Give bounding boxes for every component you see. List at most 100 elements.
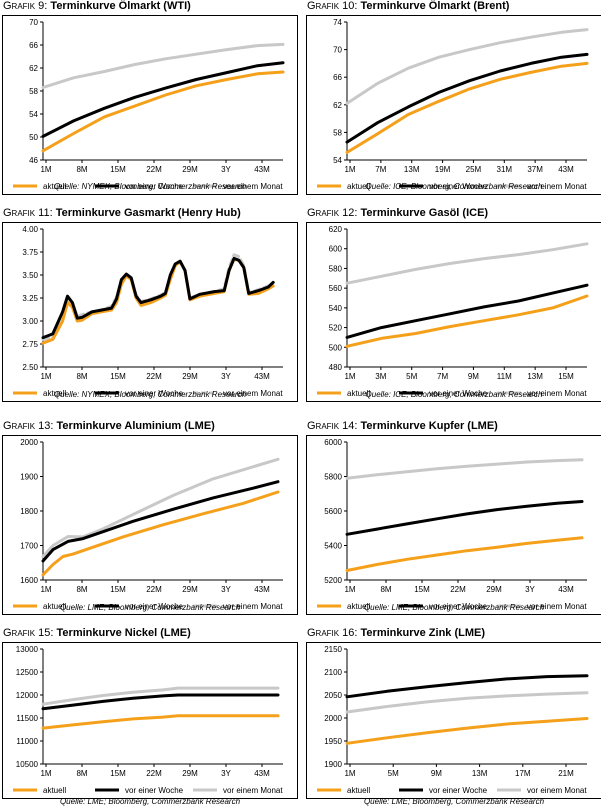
chart-svg: 54 58 62 66 70 74 1M 7M 13M 19M 25M 31M 37M 43M aktuel… bbox=[317, 18, 589, 191]
y-tick-label: 2150 bbox=[324, 645, 342, 654]
series-line-1 bbox=[41, 61, 285, 138]
x-tick-label: 15M bbox=[414, 585, 430, 594]
legend-label-2: vor einem Monat bbox=[223, 389, 283, 398]
series-line-2 bbox=[345, 691, 589, 714]
y-tick-label: 520 bbox=[329, 324, 343, 333]
y-tick-label: 66 bbox=[333, 73, 342, 82]
x-tick-label: 5M bbox=[388, 769, 399, 778]
x-tick-label: 3Y bbox=[221, 585, 231, 594]
series-line-0 bbox=[345, 61, 589, 154]
series-line-1 bbox=[41, 256, 275, 340]
x-tick-label: 22M bbox=[146, 165, 162, 174]
x-tick-label: 29M bbox=[182, 372, 198, 381]
x-tick-label: 15M bbox=[110, 769, 126, 778]
series-line-1 bbox=[345, 52, 589, 144]
chart-source: Quelle: LME; Bloomberg, Commerzbank Rese… bbox=[59, 797, 241, 806]
x-tick-label: 43M bbox=[558, 165, 574, 174]
x-tick-label: 3Y bbox=[221, 372, 231, 381]
series-line-0 bbox=[41, 714, 280, 730]
chart-title: Grafik 13: Terminkurve Aluminium (LME) bbox=[3, 420, 215, 432]
series-line-0 bbox=[41, 257, 275, 345]
chart-svg: 46 50 54 58 62 66 70 1M 8M 15M 22M 29M 3Y 43M aktuell v… bbox=[13, 18, 285, 191]
chart-svg: 1900 1950 2000 2050 2100 2150 1M 5M 9M 13M 17M 21M a… bbox=[317, 645, 589, 795]
x-tick-label: 8M bbox=[76, 165, 87, 174]
x-tick-label: 3Y bbox=[221, 769, 231, 778]
y-tick-label: 58 bbox=[333, 128, 342, 137]
legend-label-1: vor einer Woche bbox=[429, 182, 488, 191]
x-tick-label: 29M bbox=[182, 585, 198, 594]
chart-frame: 2.50 2.75 3.00 3.25 3.50 3.75 4.00 1M 8M 15M 22M 29… bbox=[2, 222, 298, 402]
x-tick-label: 7M bbox=[375, 165, 386, 174]
legend-label-2: vor einem Monat bbox=[527, 602, 587, 611]
y-tick-label: 12500 bbox=[16, 668, 39, 677]
chart-title-text: Terminkurve Ölmarkt (Brent) bbox=[357, 0, 510, 12]
series-line-0 bbox=[41, 70, 285, 153]
series-line-0 bbox=[41, 490, 280, 577]
y-tick-label: 10500 bbox=[16, 760, 39, 769]
x-tick-label: 37M bbox=[527, 165, 543, 174]
chart-number: Grafik 15: bbox=[3, 627, 54, 639]
chart-title-text: Terminkurve Kupfer (LME) bbox=[357, 420, 498, 432]
chart-title: Grafik 11: Terminkurve Gasmarkt (Henry H… bbox=[3, 207, 241, 219]
chart-title: Grafik 9: Terminkurve Ölmarkt (WTI) bbox=[3, 0, 191, 12]
y-tick-label: 580 bbox=[329, 264, 343, 273]
x-tick-label: 1M bbox=[344, 769, 355, 778]
chart-frame: 1600 1700 1800 1900 2000 1M 8M 15M 22M 29M 3Y 43M ak… bbox=[2, 435, 298, 615]
legend-label-0: aktuell bbox=[43, 389, 66, 398]
y-tick-label: 3.00 bbox=[22, 317, 38, 326]
chart-title: Grafik 16: Terminkurve Zink (LME) bbox=[307, 627, 485, 639]
x-tick-label: 1M bbox=[40, 585, 51, 594]
series-line-2 bbox=[345, 242, 589, 285]
y-tick-label: 11000 bbox=[16, 737, 38, 746]
legend-label-1: vor einer Woche bbox=[125, 786, 184, 795]
chart-source: Quelle: ICE; Bloomberg, Commerzbank Rese… bbox=[365, 390, 543, 399]
legend-label-0: aktuell bbox=[43, 602, 66, 611]
chart-title-text: Terminkurve Zink (LME) bbox=[357, 627, 486, 639]
x-tick-label: 15M bbox=[110, 372, 126, 381]
y-tick-label: 4.00 bbox=[22, 225, 38, 234]
x-tick-label: 29M bbox=[182, 769, 198, 778]
y-tick-label: 5400 bbox=[324, 542, 342, 551]
y-tick-label: 2.75 bbox=[22, 340, 38, 349]
series-line-1 bbox=[345, 674, 589, 699]
y-tick-label: 500 bbox=[329, 343, 343, 352]
x-tick-label: 15M bbox=[558, 372, 574, 381]
chart-svg: 2.50 2.75 3.00 3.25 3.50 3.75 4.00 1M 8M 15M 22M 29… bbox=[13, 225, 283, 398]
chart-number: Grafik 14: bbox=[307, 420, 358, 432]
chart-frame: 46 50 54 58 62 66 70 1M 8M 15M 22M 29M 3Y 43M aktuell v… bbox=[2, 15, 298, 195]
y-tick-label: 54 bbox=[29, 110, 38, 119]
chart-number: Grafik 13: bbox=[3, 420, 54, 432]
y-tick-label: 3.50 bbox=[22, 271, 38, 280]
chart-title: Grafik 10: Terminkurve Ölmarkt (Brent) bbox=[307, 0, 509, 12]
chart-svg: 5200 5400 5600 5800 6000 1M 8M 15M 22M 29M 3Y 43M ak… bbox=[317, 438, 587, 611]
y-tick-label: 62 bbox=[29, 64, 38, 73]
x-tick-label: 15M bbox=[110, 585, 126, 594]
legend-label-1: vor einer Woche bbox=[429, 786, 488, 795]
x-tick-label: 3M bbox=[375, 372, 386, 381]
x-tick-label: 22M bbox=[450, 585, 466, 594]
y-tick-label: 1600 bbox=[20, 576, 38, 585]
y-tick-label: 1900 bbox=[324, 760, 342, 769]
chart-frame: 1900 1950 2000 2050 2100 2150 1M 5M 9M 13M 17M 21M a… bbox=[306, 642, 601, 799]
chart-frame: 54 58 62 66 70 74 1M 7M 13M 19M 25M 31M 37M 43M aktuel… bbox=[306, 15, 601, 195]
y-tick-label: 70 bbox=[29, 18, 38, 27]
series-line-2 bbox=[345, 458, 584, 480]
chart-number: Grafik 11: bbox=[3, 207, 53, 219]
x-tick-label: 3Y bbox=[525, 585, 535, 594]
legend-label-1: vor einer Woche bbox=[125, 182, 184, 191]
chart-title-text: Terminkurve Nickel (LME) bbox=[53, 627, 191, 639]
x-tick-label: 1M bbox=[344, 585, 355, 594]
y-tick-label: 2.50 bbox=[22, 363, 38, 372]
legend-label-0: aktuell bbox=[347, 602, 370, 611]
y-tick-label: 58 bbox=[29, 87, 38, 96]
chart-source: Quelle: LME; Bloomberg, Commerzbank Rese… bbox=[363, 797, 545, 806]
x-tick-label: 8M bbox=[380, 585, 391, 594]
x-tick-label: 1M bbox=[344, 165, 355, 174]
y-tick-label: 74 bbox=[333, 18, 342, 27]
chart-source: Quelle: NYMEX; Bloomberg, Commerzbank Re… bbox=[53, 390, 247, 399]
series-line-2 bbox=[41, 686, 280, 706]
x-tick-label: 11M bbox=[497, 372, 512, 381]
series-line-1 bbox=[41, 693, 280, 711]
chart-number: Grafik 12: bbox=[307, 207, 358, 219]
x-tick-label: 22M bbox=[146, 585, 162, 594]
